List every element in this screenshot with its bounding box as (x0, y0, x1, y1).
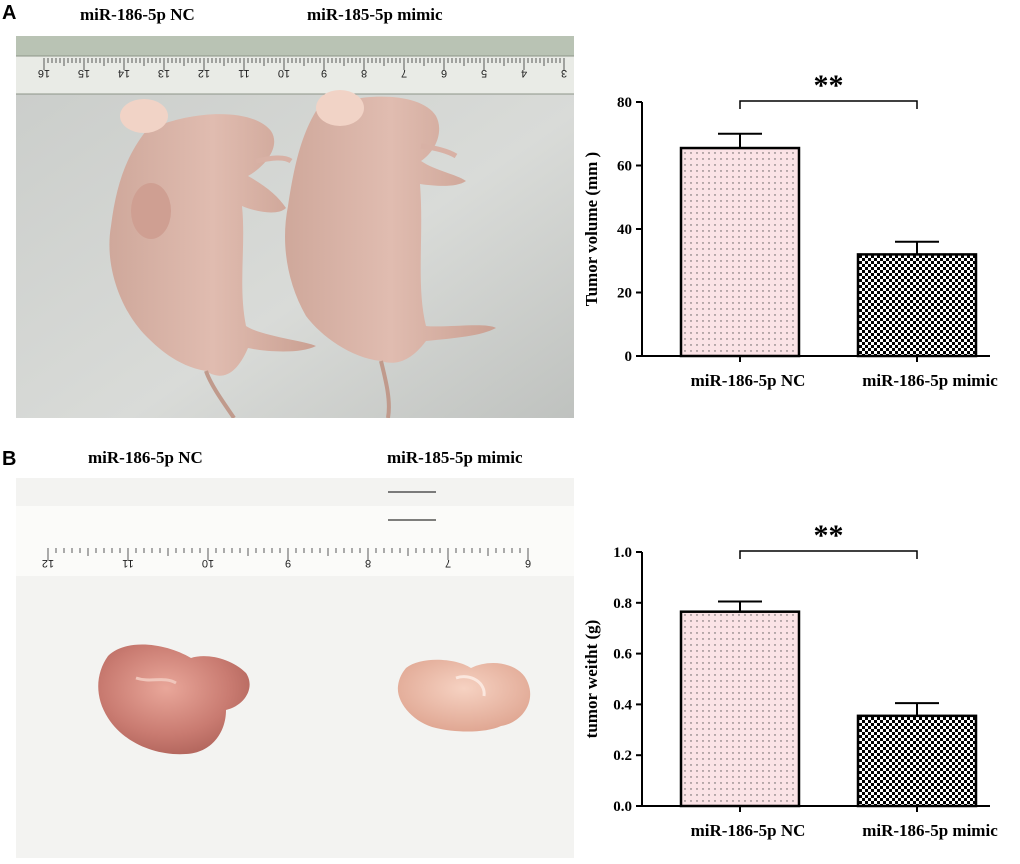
y-tick-label: 0.0 (613, 799, 632, 815)
y-tick-label: 0.4 (613, 697, 632, 713)
significance-label: ** (814, 69, 844, 102)
bar (856, 253, 978, 358)
bar (856, 714, 978, 808)
ruler-label: 7 (445, 557, 451, 569)
tumor-right (397, 659, 531, 732)
ruler-label: 12 (42, 557, 54, 569)
tumor-volume-chart: 0 20 40 60 80 Tumor volume (mm ) miR-186-5p NC… (582, 69, 998, 390)
ruler-label: 10 (202, 557, 214, 569)
ruler-label: 9 (285, 557, 291, 569)
y-tick-label: 0.8 (613, 596, 632, 612)
ruler-label: 5 (481, 67, 487, 79)
y-axis-label: Tumor volume (mm ) (582, 152, 601, 306)
ruler-label: 7 (401, 67, 407, 79)
y-tick-label: 20 (617, 286, 632, 302)
ruler-label: 9 (321, 67, 327, 79)
ruler-label: 14 (118, 67, 130, 79)
ruler-label: 10 (278, 67, 290, 79)
y-tick-label: 40 (617, 222, 632, 238)
ruler-label: 6 (441, 67, 447, 79)
x-tick-label: miR-186-5p mimic (862, 821, 998, 840)
mice-photo: 16 15 14 13 12 11 10 9 8 7 6 5 4 3 (16, 36, 574, 418)
y-tick-label: 60 (617, 159, 632, 175)
ruler-label: 6 (525, 557, 531, 569)
y-tick-label: 1.0 (613, 545, 632, 561)
ruler-label: 11 (238, 67, 249, 79)
bar (679, 146, 801, 358)
panel-b-photo-label-left: miR-186-5p NC (88, 448, 203, 467)
panel-b-letter: B (2, 448, 17, 470)
y-tick-label: 0.2 (613, 748, 632, 764)
panel-b-photo-label-right: miR-185-5p mimic (387, 448, 523, 467)
tumors-photo-drawing: 12 11 10 9 8 7 6 (16, 478, 574, 858)
mouse-right (285, 90, 496, 418)
tumor-weight-chart: 0.0 0.2 0.4 0.6 0.8 1.0 tumor weitht (g) miR-18… (582, 519, 998, 840)
mice-photo-drawing: 16 15 14 13 12 11 10 9 8 7 6 5 4 3 (16, 36, 574, 418)
x-tick-label: miR-186-5p NC (691, 821, 806, 840)
panel-a-photo-label-left: miR-186-5p NC (80, 5, 195, 24)
significance-bracket (739, 550, 918, 559)
mouse-left (109, 99, 317, 418)
y-tick-label: 0 (625, 349, 633, 365)
ruler-label: 13 (158, 67, 170, 79)
panel-a-photo-label-right: miR-185-5p mimic (307, 5, 443, 24)
x-tick-label: miR-186-5p mimic (862, 371, 998, 390)
ruler-label: 3 (561, 67, 567, 79)
ruler-label: 8 (365, 557, 371, 569)
y-tick-label: 0.6 (613, 647, 632, 663)
y-tick-label: 80 (617, 95, 632, 111)
bar (679, 610, 801, 808)
ruler-label: 16 (38, 67, 50, 79)
ruler-label: 4 (521, 67, 527, 79)
panel-a-letter: A (2, 2, 17, 24)
ruler-label: 12 (198, 67, 210, 79)
significance-bracket (739, 100, 918, 109)
significance-label: ** (814, 519, 844, 552)
y-axis-label: tumor weitht (g) (582, 620, 601, 739)
tumor-left (98, 644, 250, 755)
tumors-photo: 12 11 10 9 8 7 6 (16, 478, 574, 858)
x-tick-label: miR-186-5p NC (691, 371, 806, 390)
ruler-label: 11 (122, 557, 133, 569)
ruler-label: 15 (78, 67, 90, 79)
ruler-label: 8 (361, 67, 367, 79)
